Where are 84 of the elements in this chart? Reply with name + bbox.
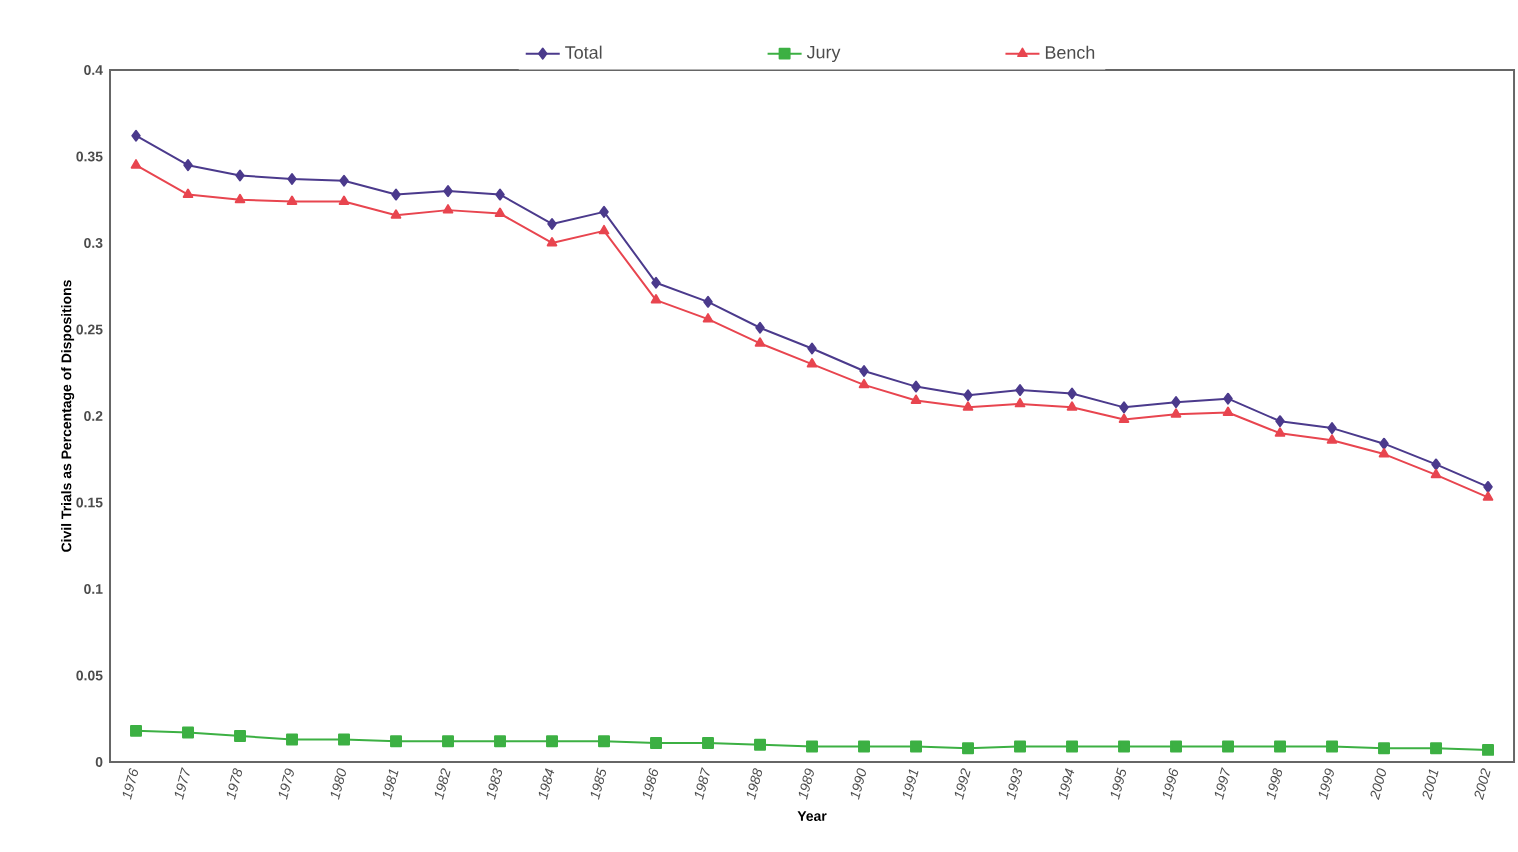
point: [755, 321, 765, 334]
point: [1119, 401, 1129, 414]
point: [1430, 742, 1442, 755]
point: [806, 358, 818, 368]
point: [286, 733, 298, 746]
point: [1118, 740, 1130, 753]
point: [702, 736, 714, 749]
point: [182, 188, 194, 199]
point: [494, 735, 506, 748]
point: [1066, 401, 1078, 411]
point: [130, 159, 142, 169]
point: [1482, 743, 1494, 756]
point: [910, 740, 922, 753]
point: [1483, 480, 1493, 493]
point: [1223, 392, 1233, 405]
point: [1222, 740, 1234, 753]
point: [1014, 397, 1026, 408]
point: [1170, 740, 1182, 753]
point: [1430, 468, 1442, 479]
point: [1482, 491, 1494, 501]
point: [598, 735, 610, 748]
legend-label: Bench: [1045, 45, 1095, 59]
point: [1171, 396, 1181, 409]
point: [1379, 437, 1389, 450]
point: [651, 276, 661, 289]
point: [650, 294, 662, 304]
point: [962, 742, 974, 755]
point: [962, 401, 974, 411]
point: [702, 313, 714, 323]
point: [390, 209, 402, 219]
point: [1015, 384, 1025, 397]
point: [1431, 458, 1441, 471]
point: [442, 735, 454, 748]
point: [546, 237, 558, 247]
point: [1066, 740, 1078, 753]
point: [183, 159, 193, 172]
point: [599, 205, 609, 218]
point: [1275, 415, 1285, 428]
point: [287, 173, 297, 185]
point: [442, 204, 454, 214]
point: [1326, 740, 1338, 753]
point: [1118, 413, 1130, 423]
point: [859, 365, 869, 377]
point: [911, 380, 921, 393]
point: [910, 394, 922, 404]
point: [1067, 387, 1077, 400]
point: [806, 740, 818, 753]
point: [495, 188, 505, 201]
point: [130, 724, 142, 737]
point: [650, 736, 662, 749]
point: [443, 185, 453, 198]
point: [754, 738, 766, 751]
point: [546, 735, 558, 748]
point: [494, 207, 506, 218]
point: [963, 389, 973, 402]
point: [807, 342, 817, 355]
point: [547, 217, 557, 230]
point: [1014, 740, 1026, 753]
point: [235, 169, 245, 182]
point: [858, 740, 870, 753]
point: [1378, 448, 1390, 458]
point: [1378, 742, 1390, 755]
point: [1170, 408, 1182, 418]
point: [131, 129, 141, 142]
point: [1274, 740, 1286, 753]
point: [1222, 406, 1234, 417]
point: [1326, 434, 1338, 444]
point: [1327, 422, 1337, 435]
point: [754, 337, 766, 347]
point: [390, 735, 402, 748]
point: [339, 174, 349, 187]
point: [338, 195, 350, 205]
point: [182, 726, 194, 739]
legend-label: Total: [565, 45, 602, 59]
point: [286, 195, 298, 205]
point: [1274, 427, 1286, 437]
point: [234, 730, 246, 743]
point: [234, 193, 246, 204]
point: [858, 378, 870, 389]
point: [338, 733, 350, 746]
legend-label: Jury: [806, 45, 841, 63]
point: [703, 295, 713, 308]
point: [391, 188, 401, 201]
point: [598, 224, 610, 235]
